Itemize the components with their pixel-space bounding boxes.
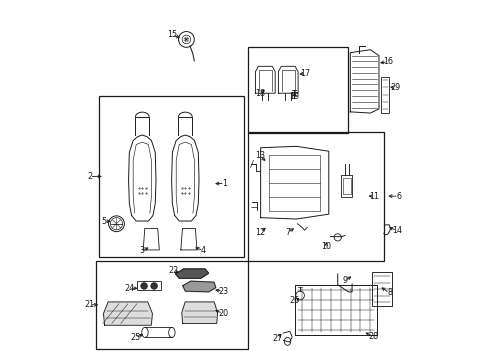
- Text: 13: 13: [254, 152, 264, 161]
- Text: 5: 5: [101, 217, 106, 226]
- Bar: [137, 282, 161, 291]
- Text: 9: 9: [342, 276, 347, 285]
- Text: 16: 16: [382, 57, 392, 66]
- Text: 20: 20: [218, 309, 227, 318]
- Text: 23: 23: [218, 287, 227, 296]
- Text: 3: 3: [140, 246, 144, 255]
- Bar: [268, 155, 320, 211]
- Polygon shape: [182, 302, 217, 323]
- Text: 26: 26: [289, 296, 299, 305]
- Text: 17: 17: [300, 69, 310, 78]
- Polygon shape: [103, 302, 152, 325]
- Polygon shape: [175, 269, 208, 278]
- Text: 19: 19: [289, 92, 299, 101]
- Text: 11: 11: [368, 192, 379, 201]
- Bar: [342, 178, 350, 194]
- Text: 2: 2: [87, 172, 92, 181]
- Text: 7: 7: [285, 228, 289, 237]
- Text: 10: 10: [321, 242, 330, 251]
- Text: 25: 25: [130, 333, 140, 342]
- Text: 8: 8: [386, 288, 391, 297]
- Bar: [96, 261, 247, 348]
- Bar: [247, 132, 384, 261]
- Bar: [341, 175, 351, 197]
- Text: 29: 29: [389, 83, 399, 92]
- Text: 28: 28: [368, 332, 378, 341]
- Text: 21: 21: [84, 300, 95, 309]
- Circle shape: [141, 283, 147, 289]
- Bar: [99, 96, 244, 257]
- Text: 1: 1: [222, 179, 227, 188]
- Text: 22: 22: [168, 266, 178, 275]
- Text: 15: 15: [167, 30, 177, 39]
- Text: 18: 18: [254, 89, 264, 98]
- Text: 4: 4: [201, 246, 205, 255]
- Text: 12: 12: [255, 228, 265, 237]
- Polygon shape: [183, 281, 215, 292]
- Bar: [381, 77, 388, 113]
- Text: 27: 27: [272, 334, 282, 343]
- Circle shape: [151, 283, 157, 289]
- Text: 6: 6: [395, 192, 400, 201]
- Text: 24: 24: [124, 284, 134, 293]
- Text: 14: 14: [391, 226, 402, 235]
- Bar: [247, 47, 348, 134]
- Bar: [371, 272, 391, 306]
